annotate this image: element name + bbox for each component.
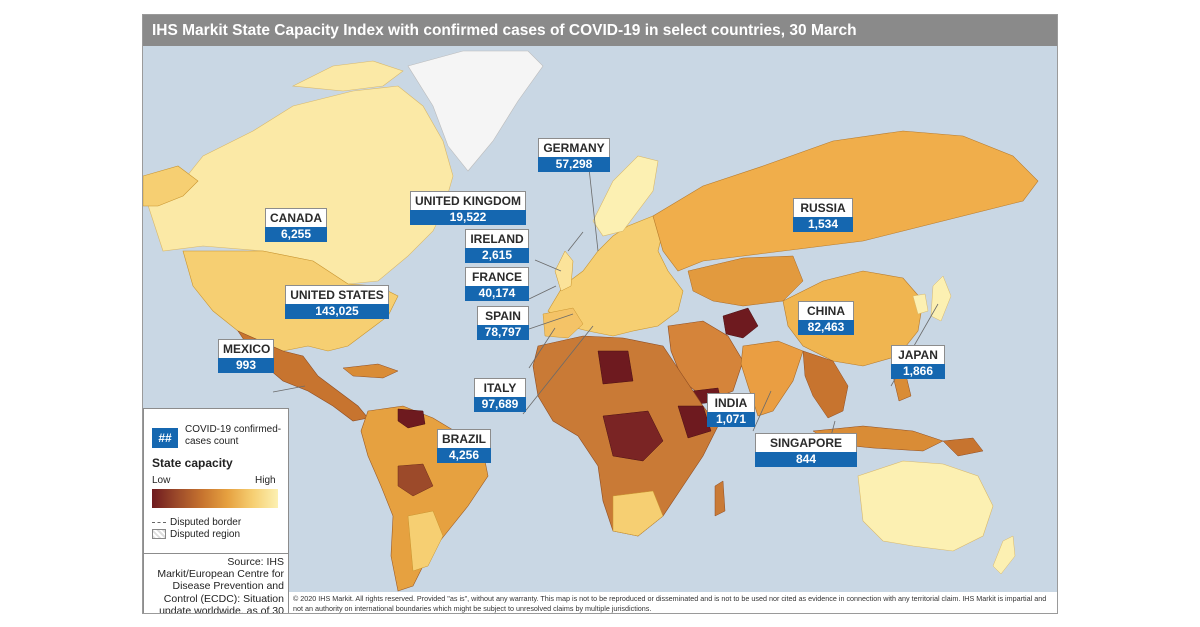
uk-ireland: [554, 250, 574, 292]
callout-name: UNITED KINGDOM: [410, 191, 526, 210]
callout-germany: GERMANY 57,298: [538, 138, 610, 172]
callout-name: SINGAPORE: [755, 433, 857, 452]
map-title: IHS Markit State Capacity Index with con…: [143, 15, 1057, 46]
callout-count: 1,071: [707, 412, 755, 427]
central-africa: [602, 410, 664, 462]
legend-disputed-region: Disputed region: [152, 529, 240, 540]
arctic-islands: [291, 60, 404, 92]
legend-disputed-region-label: Disputed region: [170, 529, 241, 540]
korea: [912, 293, 929, 315]
callout-count: 82,463: [798, 320, 854, 335]
callout-count: 1,866: [891, 364, 945, 379]
legend-state-capacity-title: State capacity: [152, 456, 233, 470]
callout-france: FRANCE 40,174: [465, 267, 529, 301]
callout-singapore: SINGAPORE 844: [755, 433, 857, 467]
callout-count: 19,522: [410, 210, 526, 225]
callout-count: 143,025: [285, 304, 389, 319]
legend-low-label: Low: [152, 475, 171, 486]
greenland: [407, 50, 544, 172]
callout-count: 1,534: [793, 217, 853, 232]
callout-united-states: UNITED STATES 143,025: [285, 285, 389, 319]
callout-name: CHINA: [798, 301, 854, 320]
papua-new-guinea: [942, 437, 984, 457]
alaska: [143, 165, 199, 207]
southern-cone: [407, 510, 444, 572]
callout-name: SPAIN: [477, 306, 529, 325]
australia: [857, 460, 994, 552]
map-frame: IHS Markit State Capacity Index with con…: [142, 14, 1058, 614]
legend-high-label: High: [255, 475, 276, 486]
callout-name: UNITED STATES: [285, 285, 389, 304]
legend: ## COVID-19 confirmed-cases count State …: [143, 408, 289, 563]
callout-name: FRANCE: [465, 267, 529, 286]
callout-count: 844: [755, 452, 857, 467]
japan: [930, 275, 952, 322]
legend-disputed-border: Disputed border: [152, 517, 241, 528]
callout-count: 6,255: [265, 227, 327, 242]
callout-india: INDIA 1,071: [707, 393, 755, 427]
central-asia: [687, 255, 804, 307]
madagascar: [714, 480, 726, 517]
callout-name: IRELAND: [465, 229, 529, 248]
callout-name: ITALY: [474, 378, 526, 397]
libya: [597, 350, 634, 385]
europe-landmass: [547, 215, 684, 337]
legend-count-label: COVID-19 confirmed-cases count: [185, 424, 282, 447]
disputed-region-swatch: [152, 529, 166, 540]
callout-name: BRAZIL: [437, 429, 491, 448]
callout-count: 2,615: [465, 248, 529, 263]
southeast-asia: [802, 350, 849, 419]
horn-of-africa: [677, 405, 712, 439]
callout-count: 993: [218, 358, 274, 373]
legend-disputed-border-label: Disputed border: [170, 517, 242, 528]
middle-east: [667, 320, 744, 402]
source-note: Source: IHS Markit/European Centre for D…: [143, 553, 289, 613]
venezuela: [397, 408, 426, 429]
new-zealand: [992, 535, 1016, 575]
callout-russia: RUSSIA 1,534: [793, 198, 853, 232]
southern-africa: [612, 490, 664, 537]
callout-count: 78,797: [477, 325, 529, 340]
callout-count: 40,174: [465, 286, 529, 301]
afghanistan: [722, 307, 759, 339]
callout-canada: CANADA 6,255: [265, 208, 327, 242]
legend-color-ramp: [152, 489, 278, 508]
callout-italy: ITALY 97,689: [474, 378, 526, 412]
callout-ireland: IRELAND 2,615: [465, 229, 529, 263]
callout-mexico: MEXICO 993: [218, 339, 274, 373]
callout-united-kingdom: UNITED KINGDOM 19,522: [410, 191, 526, 225]
scandinavia: [592, 155, 659, 237]
callout-name: GERMANY: [538, 138, 610, 157]
callout-name: RUSSIA: [793, 198, 853, 217]
india-landmass: [740, 340, 804, 417]
disputed-border-swatch: [152, 521, 166, 523]
callout-china: CHINA 82,463: [798, 301, 854, 335]
callout-name: JAPAN: [891, 345, 945, 364]
callout-name: CANADA: [265, 208, 327, 227]
bolivia-region: [397, 463, 434, 497]
callout-count: 4,256: [437, 448, 491, 463]
copyright-footer: © 2020 IHS Markit. All rights reserved. …: [289, 592, 1057, 613]
caribbean: [342, 363, 399, 379]
callout-spain: SPAIN 78,797: [477, 306, 529, 340]
legend-count-badge: ##: [152, 428, 178, 448]
callout-name: INDIA: [707, 393, 755, 412]
callout-brazil: BRAZIL 4,256: [437, 429, 491, 463]
callout-count: 57,298: [538, 157, 610, 172]
callout-name: MEXICO: [218, 339, 274, 358]
callout-japan: JAPAN 1,866: [891, 345, 945, 379]
callout-count: 97,689: [474, 397, 526, 412]
